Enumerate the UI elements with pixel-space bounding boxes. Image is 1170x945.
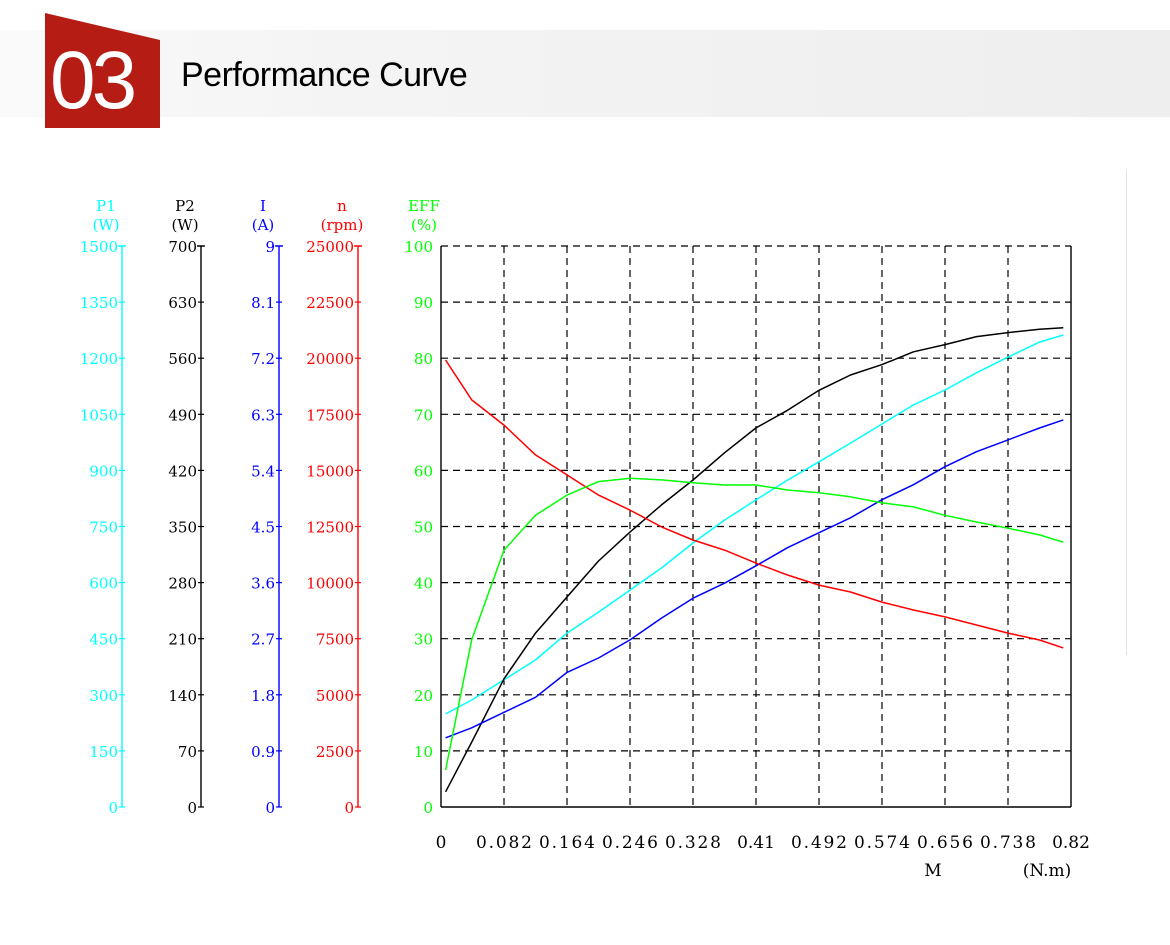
series-line-P1 [445, 334, 1064, 715]
y-tick-label-P1: 1050 [80, 406, 118, 424]
y-tick-label-EFF: 20 [414, 687, 433, 705]
y-tick-label-n: 5000 [316, 687, 354, 705]
y-tick-label-n: 0 [344, 799, 354, 817]
y-tick-label-n: 10000 [306, 575, 354, 593]
y-tick-label-P2: 280 [168, 575, 197, 593]
y-tick-label-I: 7.2 [251, 350, 275, 368]
axis-unit-P2: (W) [171, 216, 198, 234]
y-tick-label-P2: 630 [168, 294, 197, 312]
page-title: Performance Curve [181, 56, 468, 94]
y-tick-label-P1: 750 [89, 519, 118, 537]
y-tick-label-P2: 350 [168, 519, 197, 537]
y-tick-label-P2: 140 [168, 687, 197, 705]
x-tick-label: 0 [436, 833, 447, 853]
y-tick-label-P2: 0 [187, 799, 197, 817]
y-tick-label-I: 0.9 [251, 743, 275, 761]
y-tick-label-EFF: 60 [414, 462, 433, 480]
axis-name-n: n [337, 197, 347, 215]
y-tick-label-I: 6.3 [251, 406, 275, 424]
header-band [0, 30, 1170, 117]
y-tick-label-EFF: 80 [414, 350, 433, 368]
y-tick-label-P1: 1200 [80, 350, 118, 368]
axis-name-I: I [260, 197, 266, 215]
x-tick-label: 0.41 [737, 833, 775, 853]
y-tick-label-EFF: 50 [414, 519, 433, 537]
x-tick-label: 0.164 [539, 833, 595, 853]
y-tick-label-EFF: 40 [414, 575, 433, 593]
y-tick-label-I: 8.1 [251, 294, 275, 312]
y-tick-label-P1: 450 [89, 631, 118, 649]
series-line-EFF [444, 477, 1064, 771]
y-tick-label-P1: 1350 [80, 294, 118, 312]
y-tick-label-P1: 600 [89, 575, 118, 593]
y-tick-label-EFF: 70 [414, 406, 433, 424]
y-tick-label-I: 4.5 [251, 519, 275, 537]
y-tick-label-P2: 70 [178, 743, 197, 761]
y-tick-label-P1: 150 [89, 743, 118, 761]
y-tick-label-I: 9 [265, 238, 275, 256]
y-tick-label-n: 25000 [306, 238, 354, 256]
y-tick-label-I: 1.8 [251, 687, 275, 705]
y-tick-label-n: 17500 [306, 406, 354, 424]
section-number: 03 [50, 35, 137, 126]
y-tick-label-I: 3.6 [251, 575, 275, 593]
y-tick-label-EFF: 0 [423, 799, 433, 817]
y-tick-label-n: 7500 [316, 631, 354, 649]
y-tick-label-I: 5.4 [251, 462, 275, 480]
series-line-P2 [444, 326, 1064, 793]
divider [1126, 170, 1127, 655]
axis-unit-P1: (W) [92, 216, 119, 234]
y-tick-label-n: 20000 [306, 350, 354, 368]
x-tick-label: 0.82 [1052, 833, 1090, 853]
series-line-n [444, 359, 1064, 649]
section-badge [45, 13, 160, 128]
x-tick-label: 0.656 [917, 833, 973, 853]
axis-unit-EFF: (%) [411, 216, 437, 234]
y-tick-label-EFF: 90 [414, 294, 433, 312]
x-axis-label: M [924, 861, 941, 881]
y-tick-label-EFF: 30 [414, 631, 433, 649]
x-tick-label: 0.492 [791, 833, 847, 853]
y-tick-label-EFF: 10 [414, 743, 433, 761]
y-tick-label-P1: 900 [89, 462, 118, 480]
y-tick-label-n: 2500 [316, 743, 354, 761]
y-tick-label-P2: 490 [168, 406, 197, 424]
axis-name-EFF: EFF [408, 197, 440, 215]
y-tick-label-I: 0 [265, 799, 275, 817]
y-tick-label-P2: 700 [168, 238, 197, 256]
y-tick-label-P1: 1500 [80, 238, 118, 256]
y-tick-label-P1: 0 [108, 799, 118, 817]
y-tick-label-P1: 300 [89, 687, 118, 705]
y-tick-label-EFF: 100 [404, 238, 433, 256]
x-tick-label: 0.082 [476, 833, 532, 853]
x-tick-label: 0.246 [602, 833, 658, 853]
y-tick-label-P2: 210 [168, 631, 197, 649]
y-tick-label-n: 15000 [306, 462, 354, 480]
x-tick-label: 0.328 [665, 833, 721, 853]
y-tick-label-n: 22500 [306, 294, 354, 312]
y-tick-label-I: 2.7 [251, 631, 275, 649]
y-tick-label-n: 12500 [306, 519, 354, 537]
axis-unit-n: (rpm) [321, 216, 364, 234]
x-tick-label: 0.574 [854, 833, 910, 853]
x-axis-unit: (N.m) [1023, 861, 1072, 881]
x-tick-label: 0.738 [980, 833, 1036, 853]
axis-name-P1: P1 [96, 197, 116, 215]
y-tick-label-P2: 420 [168, 462, 197, 480]
series-line-I [445, 419, 1064, 739]
y-tick-label-P2: 560 [168, 350, 197, 368]
axis-name-P2: P2 [175, 197, 195, 215]
axis-unit-I: (A) [252, 216, 275, 234]
